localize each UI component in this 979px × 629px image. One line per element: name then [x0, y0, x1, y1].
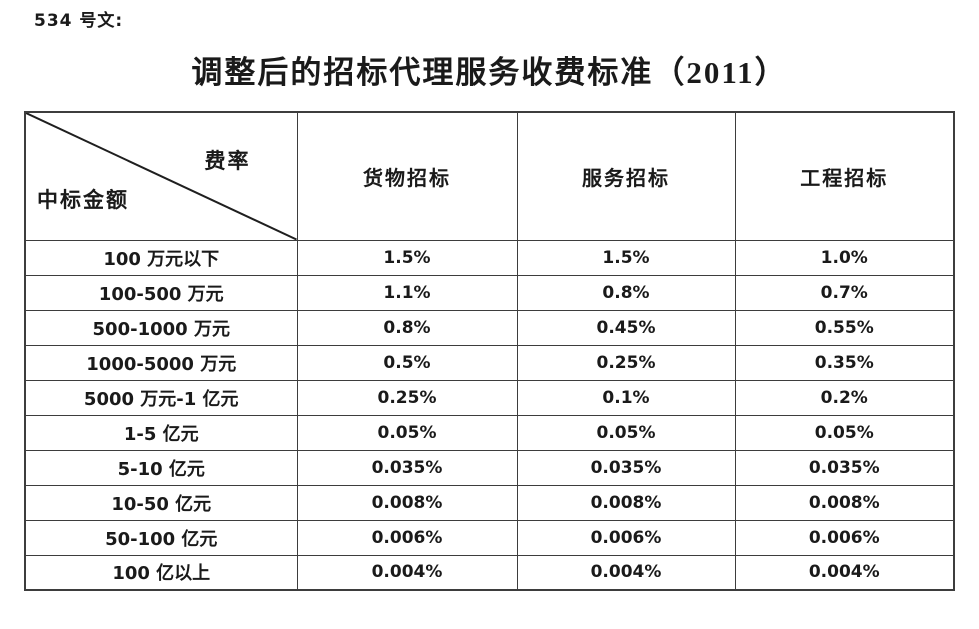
table-row: 5000 万元-1 亿元 0.25% 0.1% 0.2%	[24, 379, 955, 416]
rate-value: 0.1%	[516, 379, 736, 416]
table-row: 100 亿以上 0.004% 0.004% 0.004%	[24, 554, 955, 591]
rate-value: 1.0%	[734, 239, 955, 276]
rate-value: 0.55%	[734, 309, 955, 346]
row-label: 100 亿以上	[24, 554, 298, 591]
rate-value: 0.035%	[734, 449, 955, 486]
diagonal-header-cell: 费率 中标金额	[24, 111, 298, 241]
table-row: 100 万元以下 1.5% 1.5% 1.0%	[24, 239, 955, 276]
rate-value: 0.006%	[296, 519, 518, 556]
row-label: 5000 万元-1 亿元	[24, 379, 298, 416]
rate-value: 0.05%	[296, 414, 518, 451]
table-row: 1000-5000 万元 0.5% 0.25% 0.35%	[24, 344, 955, 381]
row-label: 100 万元以下	[24, 239, 298, 276]
diagonal-line	[26, 113, 297, 240]
row-label: 100-500 万元	[24, 274, 298, 311]
rate-value: 0.5%	[296, 344, 518, 381]
table-row: 10-50 亿元 0.008% 0.008% 0.008%	[24, 484, 955, 521]
rate-value: 0.7%	[734, 274, 955, 311]
rate-value: 0.008%	[296, 484, 518, 521]
rate-value: 0.004%	[516, 554, 736, 591]
corner-label-amount: 中标金额	[37, 187, 129, 212]
rate-value: 1.5%	[296, 239, 518, 276]
rate-value: 0.25%	[516, 344, 736, 381]
doc-number: 534 号文:	[34, 11, 124, 31]
table-row: 100-500 万元 1.1% 0.8% 0.7%	[24, 274, 955, 311]
column-header-goods: 货物招标	[296, 111, 518, 241]
table-row: 1-5 亿元 0.05% 0.05% 0.05%	[24, 414, 955, 451]
rate-value: 0.008%	[516, 484, 736, 521]
row-label: 1000-5000 万元	[24, 344, 298, 381]
table-row: 50-100 亿元 0.006% 0.006% 0.006%	[24, 519, 955, 556]
corner-label-rate: 费率	[204, 149, 251, 173]
rate-value: 0.035%	[516, 449, 736, 486]
rate-value: 0.035%	[296, 449, 518, 486]
rate-value: 0.004%	[734, 554, 955, 591]
table-row: 500-1000 万元 0.8% 0.45% 0.55%	[24, 309, 955, 346]
row-label: 50-100 亿元	[24, 519, 298, 556]
row-label: 5-10 亿元	[24, 449, 298, 486]
rate-value: 0.45%	[516, 309, 736, 346]
rate-value: 0.006%	[734, 519, 955, 556]
table-body: 100 万元以下 1.5% 1.5% 1.0% 100-500 万元 1.1% 0.8% 0.…	[24, 239, 955, 591]
table-row: 5-10 亿元 0.035% 0.035% 0.035%	[24, 449, 955, 486]
rate-value: 0.8%	[296, 309, 518, 346]
rate-value: 0.05%	[516, 414, 736, 451]
rate-value: 0.05%	[734, 414, 955, 451]
rate-value: 1.5%	[516, 239, 736, 276]
rate-value: 1.1%	[296, 274, 518, 311]
rate-value: 0.35%	[734, 344, 955, 381]
row-label: 1-5 亿元	[24, 414, 298, 451]
rate-value: 0.004%	[296, 554, 518, 591]
row-label: 500-1000 万元	[24, 309, 298, 346]
column-header-engineering: 工程招标	[734, 111, 955, 241]
row-label: 10-50 亿元	[24, 484, 298, 521]
fee-rate-table: 费率 中标金额 货物招标 服务招标 工程招标 100 万元以下 1.5% 1.5% 1…	[24, 111, 955, 591]
rate-value: 0.8%	[516, 274, 736, 311]
rate-value: 0.2%	[734, 379, 955, 416]
rate-value: 0.006%	[516, 519, 736, 556]
rate-value: 0.008%	[734, 484, 955, 521]
column-header-services: 服务招标	[516, 111, 736, 241]
page-title: 调整后的招标代理服务收费标准（2011）	[191, 55, 788, 90]
rate-value: 0.25%	[296, 379, 518, 416]
header-row: 费率 中标金额 货物招标 服务招标 工程招标	[24, 111, 955, 241]
